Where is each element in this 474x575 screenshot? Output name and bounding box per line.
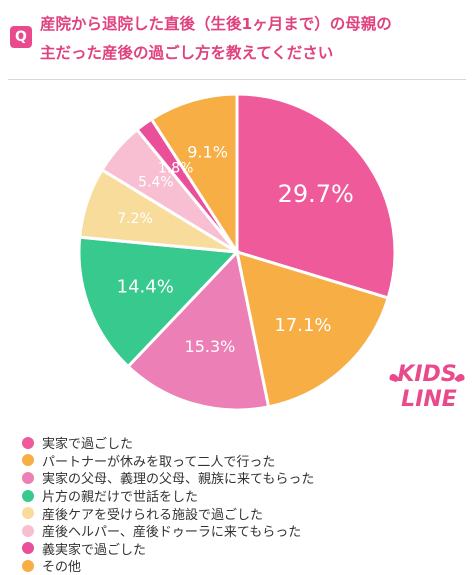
logo-left-arm (389, 373, 400, 382)
question-header: Q 産院から退院した直後（生後1ヶ月まで）の母親の 主だった産後の過ごし方を教え… (6, 8, 468, 70)
chart-legend: 実家で過ごした パートナーが休みを取って二人で行った実家の父母、義理の父母、親族に… (22, 434, 462, 575)
legend-item: その他 (22, 557, 462, 575)
logo-text-line2: LINE (401, 387, 457, 412)
pie-slice (235, 92, 397, 300)
header-divider (8, 79, 466, 80)
legend-swatch (22, 524, 34, 537)
legend-swatch (22, 454, 34, 467)
pie-labels: 29.7% 17.1% 15.3% 14.4% 7.2% 5.4%1.8%9.1% (117, 143, 354, 356)
legend-item: 産後ヘルパー、産後ドゥーラに来てもらった (22, 522, 462, 540)
logo-text-line1: KIDS (397, 362, 456, 387)
legend-label: パートナーが休みを取って二人で行った (42, 454, 276, 470)
logo-right-arm (454, 373, 465, 382)
legend-label: 実家の父母、義理の父母、親族に来てもらった (42, 472, 315, 488)
question-text: 産院から退院した直後（生後1ヶ月まで）の母親の 主だった産後の過ごし方を教えてく… (40, 15, 392, 62)
legend-label: その他 (42, 560, 82, 575)
pie-slice (125, 248, 271, 412)
slice-data-label: 1.8% (158, 161, 194, 177)
legend-item: 片方の親だけで世話をした (22, 487, 462, 505)
legend-label: 実家で過ごした (42, 437, 134, 453)
legend-item: 義実家で過ごした (22, 540, 462, 558)
legend-item: 実家で過ごした (22, 434, 462, 452)
legend-swatch (22, 489, 34, 502)
kidsline-logo: KIDS LINE (389, 362, 465, 412)
pie-slice (149, 92, 239, 258)
pie-chart: 29.7% 17.1% 15.3% 14.4% 7.2% 5.4%1.8%9.1% (77, 92, 397, 412)
question-badge: Q (10, 26, 32, 48)
pie-slice (77, 235, 241, 369)
legend-label: 産後ケアを受けられる施設で過ごした (42, 507, 264, 523)
slice-data-label: 17.1% (274, 315, 331, 336)
legend-item: 産後ケアを受けられる施設で過ごした (22, 504, 462, 523)
slice-data-label: 9.1% (187, 143, 228, 162)
slice-data-label: 7.2% (117, 211, 153, 227)
slice-data-label: 5.4% (138, 174, 174, 190)
legend-item: 実家の父母、義理の父母、親族に来てもらった (22, 469, 462, 487)
legend-label: 片方の親だけで世話をした (42, 490, 199, 506)
pie-slice (235, 249, 391, 409)
slice-data-label: 14.4% (117, 277, 174, 298)
legend-swatch (22, 559, 34, 572)
legend-swatch (22, 507, 34, 520)
legend-item: パートナーが休みを取って二人で行った (22, 452, 462, 470)
legend-swatch (22, 542, 34, 555)
slice-data-label: 15.3% (185, 337, 236, 356)
pie-slices (77, 92, 397, 412)
slice-data-label: 29.7% (278, 180, 354, 208)
legend-swatch (22, 471, 34, 484)
legend-label: 産後ヘルパー、産後ドゥーラに来てもらった (42, 525, 302, 541)
legend-label: 義実家で過ごした (42, 542, 147, 558)
legend-swatch (22, 436, 34, 449)
